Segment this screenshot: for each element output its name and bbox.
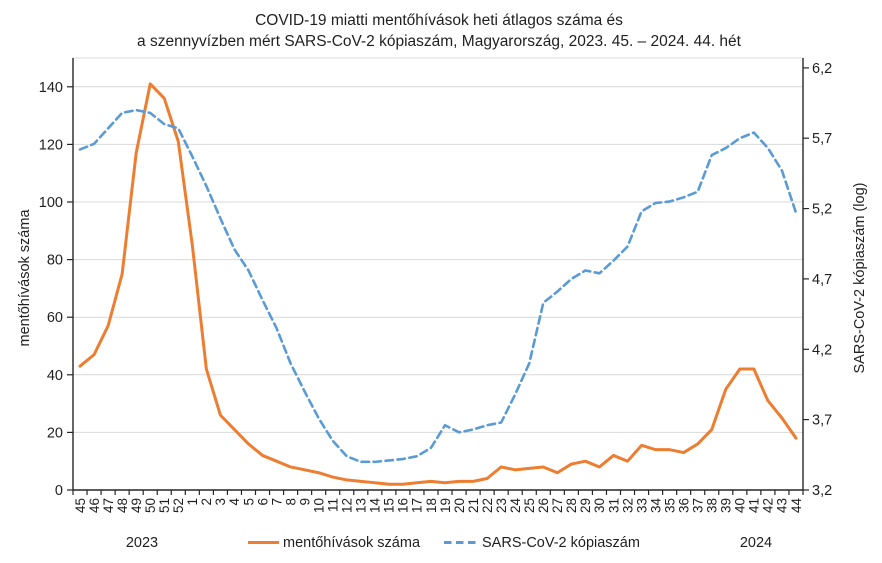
y-tick-label-left: 20 <box>47 425 63 441</box>
x-tick-label: 16 <box>396 498 411 513</box>
x-tick-label: 51 <box>157 498 172 513</box>
x-tick-label: 32 <box>620 498 635 513</box>
gridlines <box>73 57 803 433</box>
x-tick-label: 43 <box>775 498 790 513</box>
x-tick-label: 44 <box>789 498 804 514</box>
y-tick-label-right: 3,2 <box>812 483 832 499</box>
y-tick-label-left: 40 <box>47 368 63 384</box>
x-tick-label: 7 <box>269 498 284 506</box>
y-tick-label-right: 6,2 <box>812 61 832 77</box>
x-tick-label: 29 <box>578 498 593 513</box>
y-tick-label-right: 4,2 <box>812 342 832 358</box>
x-tick-label: 26 <box>536 498 551 513</box>
x-tick-label: 46 <box>87 498 102 513</box>
x-tick-label: 27 <box>550 498 565 513</box>
x-tick-label: 5 <box>241 498 256 506</box>
y-tick-label-left: 80 <box>47 253 63 269</box>
legend: mentőhívások száma SARS-CoV-2 kópiaszám <box>248 535 640 551</box>
x-tick-label: 31 <box>606 498 621 513</box>
x-tick-label: 35 <box>662 498 677 513</box>
x-tick-label: 28 <box>564 498 579 513</box>
x-tick-label: 34 <box>648 498 663 514</box>
legend-label-ambulance: mentőhívások száma <box>283 535 421 551</box>
x-tick-label: 22 <box>480 498 495 513</box>
x-tick-label: 10 <box>311 498 326 513</box>
x-tick-label: 38 <box>705 498 720 513</box>
x-tick-label: 18 <box>424 498 439 513</box>
x-tick-label: 47 <box>101 498 116 513</box>
x-tick-label: 14 <box>368 498 383 514</box>
year-label-2024: 2024 <box>740 535 772 551</box>
x-tick-label: 4 <box>227 498 242 506</box>
x-tick-label: 1 <box>185 498 200 506</box>
right-axis-title: SARS-CoV-2 kópiaszám (log) <box>852 183 868 374</box>
series-line-ambulance <box>78 82 798 486</box>
x-tick-label: 17 <box>410 498 425 513</box>
x-tick-label: 24 <box>508 498 523 514</box>
x-tick-label: 6 <box>255 498 270 506</box>
x-tick-label: 49 <box>129 498 144 513</box>
y-tick-label-right: 5,2 <box>812 202 832 218</box>
x-tick-label: 36 <box>676 498 691 513</box>
year-label-2023: 2023 <box>126 535 158 551</box>
y-tick-label-left: 0 <box>55 483 63 499</box>
x-tick-label: 41 <box>747 498 762 513</box>
x-tick-label: 52 <box>171 498 186 513</box>
x-tick-label: 40 <box>733 498 748 513</box>
x-tick-label: 19 <box>438 498 453 513</box>
x-tick-label: 12 <box>340 498 355 513</box>
x-tick-label: 13 <box>354 498 369 513</box>
y-tick-label-right: 3,7 <box>812 413 832 429</box>
x-tick-label: 8 <box>283 498 298 506</box>
series-line-sars <box>78 108 798 464</box>
x-tick-label: 39 <box>719 498 734 513</box>
axes <box>67 58 809 495</box>
x-tick-label: 30 <box>592 498 607 513</box>
x-tick-label: 33 <box>634 498 649 513</box>
y-tick-label-right: 5,7 <box>812 131 832 147</box>
x-tick-label: 23 <box>494 498 509 513</box>
x-tick-label: 9 <box>297 498 312 506</box>
x-tick-label: 11 <box>326 498 341 512</box>
y-tick-label-right: 4,7 <box>812 272 832 288</box>
x-tick-label: 20 <box>452 498 467 513</box>
x-tick-label: 21 <box>466 498 481 513</box>
x-tick-label: 2 <box>199 498 214 506</box>
legend-label-sars: SARS-CoV-2 kópiaszám <box>482 535 640 551</box>
left-axis-title: mentőhívások száma <box>17 209 33 347</box>
x-tick-label: 25 <box>522 498 537 513</box>
chart-title-line2: a szennyvízben mért SARS-CoV-2 kópiaszám… <box>137 33 742 50</box>
x-tick-label: 45 <box>73 498 88 513</box>
y-tick-label-left: 140 <box>39 80 63 96</box>
x-tick-label: 48 <box>115 498 130 513</box>
y-tick-label-left: 100 <box>39 195 63 211</box>
series-lines <box>78 82 798 486</box>
x-tick-label: 3 <box>213 498 228 506</box>
x-tick-label: 42 <box>761 498 776 513</box>
y-tick-label-left: 120 <box>39 137 63 153</box>
x-tick-label: 37 <box>691 498 706 513</box>
x-tick-label: 15 <box>382 498 397 513</box>
chart-title-line1: COVID-19 miatti mentőhívások heti átlago… <box>255 12 623 29</box>
x-tick-label: 50 <box>143 498 158 513</box>
tick-labels: 0204060801001201403,23,74,24,75,25,76,24… <box>39 61 832 513</box>
y-tick-label-left: 60 <box>47 310 63 326</box>
